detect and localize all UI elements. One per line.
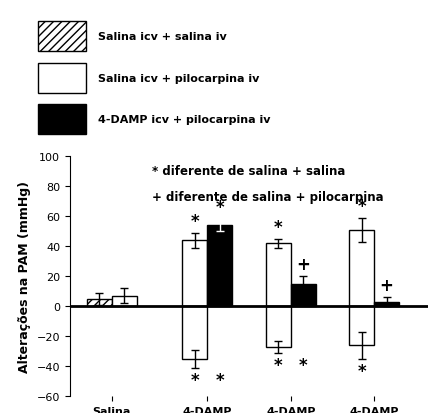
Bar xyxy=(182,306,208,359)
Bar xyxy=(349,230,374,306)
Text: Salina icv + pilocarpina iv: Salina icv + pilocarpina iv xyxy=(98,74,260,83)
Bar xyxy=(208,226,232,306)
Text: *: * xyxy=(299,356,308,374)
Bar xyxy=(266,306,291,347)
Text: *: * xyxy=(357,362,366,380)
FancyBboxPatch shape xyxy=(38,64,86,93)
Text: *: * xyxy=(274,218,283,236)
Text: +: + xyxy=(296,256,310,274)
Text: Salina icv + salina iv: Salina icv + salina iv xyxy=(98,32,227,42)
Bar xyxy=(291,284,316,306)
Text: 4-DAMP icv + pilocarpina iv: 4-DAMP icv + pilocarpina iv xyxy=(98,115,271,125)
Text: * diferente de salina + salina: * diferente de salina + salina xyxy=(153,164,346,177)
Text: *: * xyxy=(215,199,224,217)
Text: *: * xyxy=(274,356,283,374)
Text: +: + xyxy=(380,277,394,295)
Text: *: * xyxy=(357,197,366,215)
Text: + diferente de salina + pilocarpina: + diferente de salina + pilocarpina xyxy=(153,190,384,204)
FancyBboxPatch shape xyxy=(38,22,86,52)
Text: *: * xyxy=(191,212,199,230)
Bar xyxy=(374,302,399,306)
Bar xyxy=(87,299,111,306)
Bar xyxy=(266,244,291,306)
FancyBboxPatch shape xyxy=(38,105,86,135)
Text: *: * xyxy=(215,371,224,389)
Bar xyxy=(111,296,137,306)
Y-axis label: Alterações na PAM (mmHg): Alterações na PAM (mmHg) xyxy=(18,181,31,373)
Text: *: * xyxy=(191,371,199,389)
Bar xyxy=(349,306,374,346)
Bar xyxy=(182,241,208,306)
